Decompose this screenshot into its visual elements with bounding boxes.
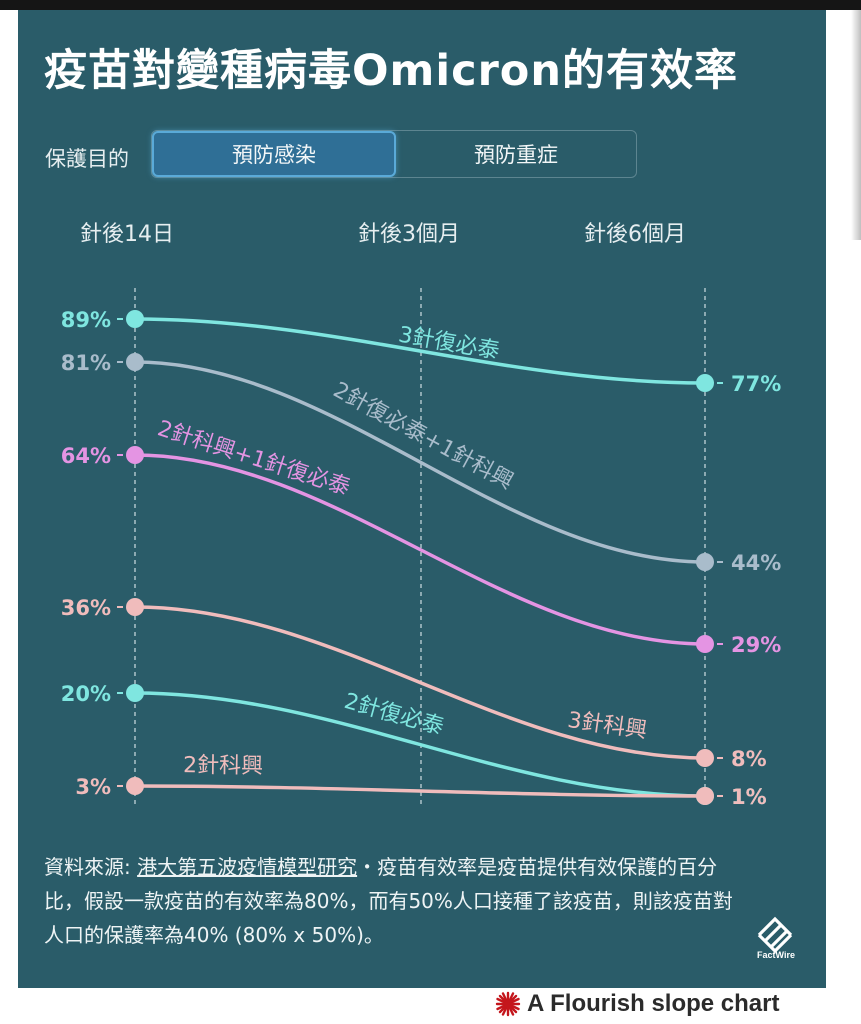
start-point-1: [126, 353, 144, 371]
source-link[interactable]: 港大第五波疫情模型研究: [137, 855, 358, 879]
series-name-label-4: 2針復必泰: [341, 689, 446, 740]
footnote-text: ・疫苗有效率是疫苗提供有效保護的百分比，假設一款疫苗的有效率為80%，而有50%…: [44, 855, 733, 947]
protection-purpose-label: 保護目的: [45, 147, 129, 171]
x-label-14-days: 針後14日: [80, 222, 174, 247]
chart-title: 疫苗對變種病毒Omicron的有效率: [44, 46, 738, 96]
series-name-label-1: 2針復必泰+1針科興: [329, 378, 517, 495]
start-point-0: [126, 310, 144, 328]
option-prevent-severe[interactable]: 預防重症: [474, 143, 558, 167]
start-point-3: [126, 598, 144, 616]
series-name-label-5: 2針科興: [183, 753, 263, 779]
series-name-label-0: 3針復必泰: [397, 322, 502, 364]
flourish-credit-text: A Flourish slope chart: [527, 990, 780, 1017]
end-point-1: [696, 553, 714, 571]
top-strip: [0, 0, 861, 10]
series-line-5: [134, 784, 706, 798]
start-value-label-4: 20%: [61, 682, 111, 706]
end-value-label-2: 29%: [731, 633, 781, 657]
slope-chart: 89%77%3針復必泰81%44%2針復必泰+1針科興64%29%2針科興+1針…: [61, 288, 781, 809]
edge-shadow: [851, 10, 861, 240]
start-value-label-3: 36%: [61, 596, 111, 620]
series-line-4: [134, 691, 706, 798]
end-value-label-5: 1%: [731, 785, 767, 809]
start-value-label-5: 3%: [75, 775, 111, 799]
source-prefix: 資料來源:: [44, 855, 138, 879]
series-line-3: [134, 605, 706, 760]
flourish-burst-icon: [495, 991, 521, 1017]
start-value-label-2: 64%: [61, 444, 111, 468]
start-value-label-1: 81%: [61, 351, 111, 375]
protection-purpose-toggle: 預防感染 預防重症: [151, 130, 637, 178]
end-point-3: [696, 749, 714, 767]
series-line-1: [134, 360, 706, 564]
x-label-6-months: 針後6個月: [584, 222, 686, 247]
series-line-0: [134, 317, 706, 385]
end-value-label-1: 44%: [731, 551, 781, 575]
factwire-logo-text: FactWire: [757, 950, 795, 960]
option-prevent-infection[interactable]: 預防感染: [152, 131, 396, 177]
end-point-2: [696, 635, 714, 653]
series-line-2: [134, 453, 706, 646]
start-value-label-0: 89%: [61, 308, 111, 332]
chart-panel: 疫苗對變種病毒Omicron的有效率 保護目的 預防感染 預防重症 針後14日 …: [18, 10, 826, 988]
start-point-4: [126, 684, 144, 702]
flourish-credit[interactable]: A Flourish slope chart: [495, 990, 779, 1018]
end-value-label-3: 8%: [731, 747, 767, 771]
x-label-3-months: 針後3個月: [358, 222, 460, 247]
factwire-logo-icon: [757, 916, 793, 954]
start-point-5: [126, 777, 144, 795]
end-point-0: [696, 374, 714, 392]
start-point-2: [126, 446, 144, 464]
end-value-label-0: 77%: [731, 372, 781, 396]
end-point-5: [696, 787, 714, 805]
end-value-label-4: 1%: [731, 785, 767, 809]
footnote: 資料來源: 港大第五波疫情模型研究・疫苗有效率是疫苗提供有效保護的百分比，假設一…: [44, 850, 744, 952]
